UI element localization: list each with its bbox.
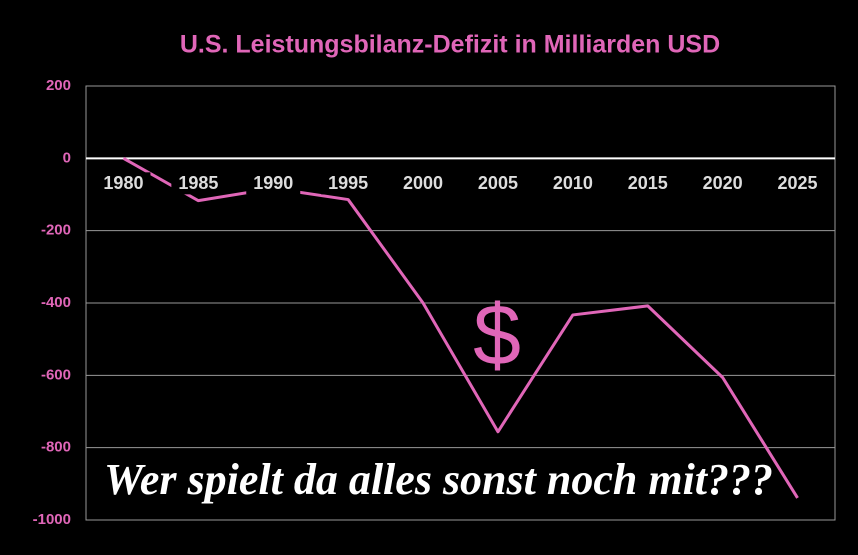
x-label-background: [545, 172, 600, 195]
y-tick-label: -800: [41, 439, 71, 456]
y-tick-label: 0: [63, 149, 71, 166]
x-tick-label: 1985: [178, 173, 218, 193]
y-tick-label: 200: [46, 77, 71, 94]
x-tick-label: 2010: [553, 173, 593, 193]
data-line: [122, 157, 799, 499]
x-tick-label: 2015: [628, 173, 668, 193]
y-tick-label: -200: [41, 222, 71, 239]
x-tick-label: 2025: [778, 173, 818, 193]
x-label-background: [770, 172, 825, 195]
x-label-background: [396, 172, 451, 195]
annotation-question: Wer spielt da alles sonst noch mit???: [104, 455, 773, 504]
x-label-background: [321, 172, 376, 195]
x-tick-label: 2000: [403, 173, 443, 193]
x-tick-label: 1980: [103, 173, 143, 193]
x-label-background: [695, 172, 750, 195]
x-label-background: [171, 172, 226, 195]
x-tick-label: 2020: [703, 173, 743, 193]
x-label-background: [246, 172, 301, 195]
y-tick-label: -600: [41, 366, 71, 383]
x-tick-label: 1995: [328, 173, 368, 193]
annotation-dollar: $: [473, 288, 521, 384]
x-label-background: [470, 172, 525, 195]
x-tick-label: 1990: [253, 173, 293, 193]
y-tick-label: -1000: [33, 511, 71, 528]
x-label-background: [620, 172, 675, 195]
x-label-background: [96, 172, 151, 195]
x-tick-label: 2005: [478, 173, 518, 193]
chart-title: U.S. Leistungsbilanz-Defizit in Milliard…: [180, 31, 720, 59]
y-tick-label: -400: [41, 294, 71, 311]
